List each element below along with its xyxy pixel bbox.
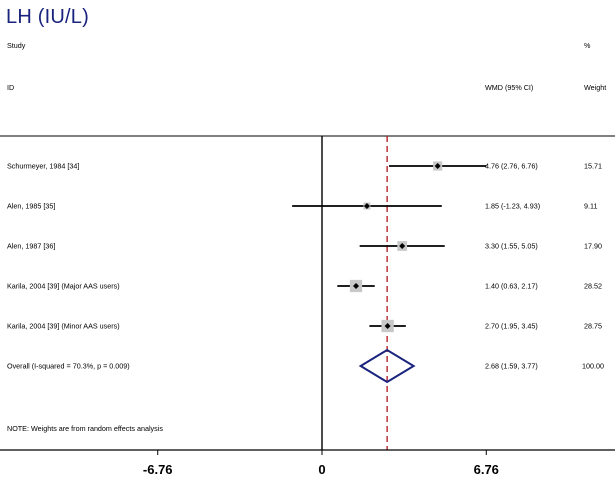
study-weight: 17.90 <box>584 242 602 251</box>
study-label: Alen, 1987 [36] <box>7 242 55 251</box>
study-point-estimate <box>399 243 406 249</box>
study-point-estimate <box>353 283 360 289</box>
study-ci-text: 1.85 (-1.23, 4.93) <box>485 202 540 211</box>
overall-label: Overall (I-squared = 70.3%, p = 0.009) <box>7 362 130 371</box>
study-ci-text: 2.70 (1.95, 3.45) <box>485 322 538 331</box>
study-label: Karila, 2004 [39] (Major AAS users) <box>7 282 120 291</box>
overall-ci-text: 2.68 (1.59, 3.77) <box>485 362 538 371</box>
overall-weight: 100.00 <box>582 362 604 371</box>
x-tick-label: -6.76 <box>143 462 173 477</box>
study-weight: 28.75 <box>584 322 602 331</box>
percent-header: % <box>584 41 591 50</box>
study-point-estimate <box>363 203 370 209</box>
weight-header: Weight <box>584 83 607 92</box>
chart-title: LH (IU/L) <box>6 6 89 28</box>
study-label: Alen, 1985 [35] <box>7 202 55 211</box>
x-tick-label: 0 <box>318 462 325 477</box>
study-weight: 28.52 <box>584 282 602 291</box>
study-weight: 9.11 <box>584 202 597 211</box>
id-header: ID <box>7 83 15 92</box>
wmd-header: WMD (95% CI) <box>485 83 534 92</box>
study-weight: 15.71 <box>584 162 602 171</box>
study-label: Karila, 2004 [39] (Minor AAS users) <box>7 322 120 331</box>
footnote: NOTE: Weights are from random effects an… <box>7 424 163 433</box>
study-ci-text: 4.76 (2.76, 6.76) <box>485 162 538 171</box>
overall-diamond <box>358 348 416 384</box>
study-header: Study <box>7 41 26 50</box>
study-point-estimate <box>434 163 441 169</box>
study-point-estimate <box>384 323 391 329</box>
study-ci-text: 3.30 (1.55, 5.05) <box>485 242 538 251</box>
x-tick-label: 6.76 <box>474 462 499 477</box>
study-label: Schurmeyer, 1984 [34] <box>7 162 79 171</box>
study-ci-text: 1.40 (0.63, 2.17) <box>485 282 538 291</box>
